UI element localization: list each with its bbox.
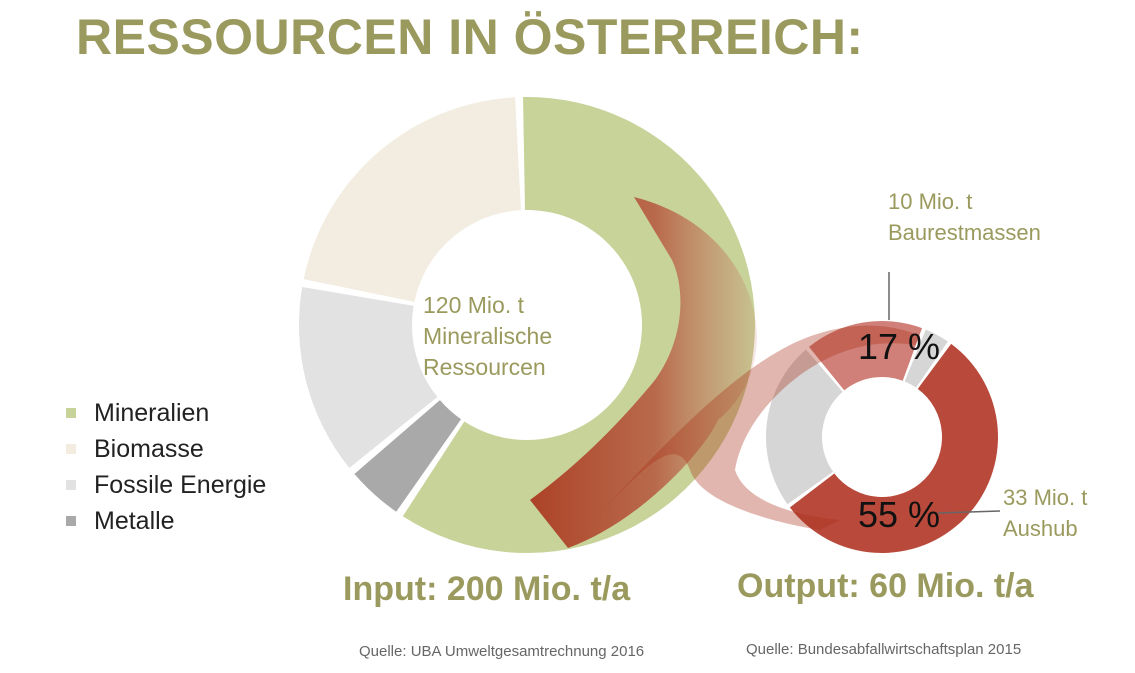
aushub-label: Aushub bbox=[1003, 516, 1078, 541]
aushub-annotation: 33 Mio. t Aushub bbox=[1003, 482, 1087, 544]
legend-swatch bbox=[66, 480, 76, 490]
input-donut-slice-2 bbox=[298, 286, 438, 468]
legend-item-fossile-energie: Fossile Energie bbox=[66, 467, 266, 503]
input-center-label: 120 Mio. t Mineralische Ressourcen bbox=[423, 290, 552, 383]
flow-loop bbox=[568, 325, 920, 548]
legend-label: Mineralien bbox=[94, 398, 210, 427]
output-donut-slice-3 bbox=[765, 349, 843, 505]
input-center-resources: Ressourcen bbox=[423, 354, 546, 380]
output-donut-slice-1 bbox=[904, 329, 948, 388]
output-source: Quelle: Bundesabfallwirtschaftsplan 2015 bbox=[746, 641, 1022, 658]
input-summary: Input: 200 Mio. t/a bbox=[343, 570, 631, 608]
output-summary: Output: 60 Mio. t/a bbox=[737, 567, 1034, 605]
legend-swatch bbox=[66, 444, 76, 454]
aushub-amount: 33 Mio. t bbox=[1003, 485, 1088, 510]
legend-label: Metalle bbox=[94, 506, 175, 535]
legend-swatch bbox=[66, 408, 76, 418]
legend-label: Fossile Energie bbox=[94, 470, 267, 499]
output-donut-slice-0 bbox=[808, 321, 923, 391]
aushub-leader-line bbox=[937, 510, 1001, 514]
baurest-label: Baurestmassen bbox=[888, 220, 1041, 245]
legend-swatch bbox=[66, 516, 76, 526]
legend-item-mineralien: Mineralien bbox=[66, 395, 266, 431]
input-donut-slice-1 bbox=[354, 400, 462, 512]
legend-label: Biomasse bbox=[94, 434, 204, 463]
input-center-type: Mineralische bbox=[423, 323, 553, 349]
output-donut-slice-2 bbox=[789, 343, 998, 553]
legend-item-biomasse: Biomasse bbox=[66, 431, 266, 467]
baurest-annotation: 10 Mio. t Baurestmassen bbox=[888, 186, 1041, 248]
baurest-amount: 10 Mio. t bbox=[888, 189, 973, 214]
input-center-amount: 120 Mio. t bbox=[423, 292, 524, 318]
legend: Mineralien Biomasse Fossile Energie Meta… bbox=[66, 395, 266, 539]
page-title: RESSOURCEN IN ÖSTERREICH: bbox=[76, 9, 864, 65]
input-donut-slice-3 bbox=[303, 97, 521, 302]
output-donut-chart bbox=[765, 321, 998, 553]
aushub-percent-label: 55 % bbox=[858, 494, 941, 535]
input-source: Quelle: UBA Umweltgesamtrechnung 2016 bbox=[359, 643, 645, 660]
flow-band bbox=[530, 197, 758, 548]
baurest-percent-label: 17 % bbox=[858, 326, 941, 367]
legend-item-metalle: Metalle bbox=[66, 503, 266, 539]
